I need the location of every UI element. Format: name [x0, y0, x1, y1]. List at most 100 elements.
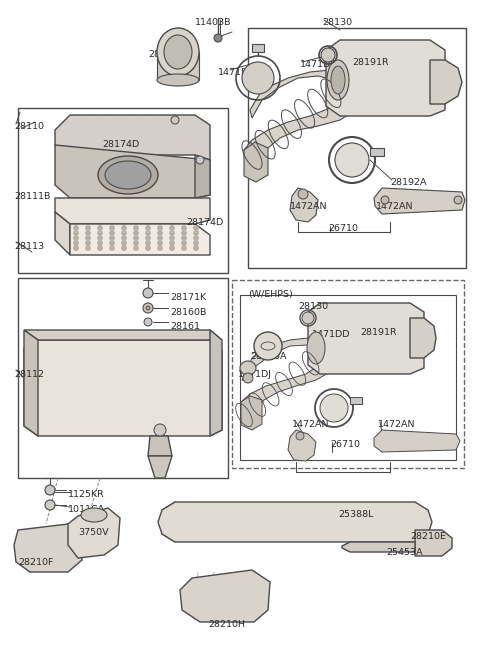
- Text: 28210H: 28210H: [208, 620, 245, 629]
- Polygon shape: [70, 224, 210, 255]
- Circle shape: [74, 226, 78, 230]
- Text: 1125KR: 1125KR: [68, 490, 105, 499]
- Circle shape: [146, 246, 150, 250]
- Polygon shape: [68, 508, 120, 558]
- Circle shape: [154, 424, 166, 436]
- Text: 28113: 28113: [14, 242, 44, 251]
- Text: 1471DD: 1471DD: [312, 330, 350, 339]
- Text: 1472AN: 1472AN: [376, 202, 413, 211]
- Circle shape: [298, 189, 308, 199]
- Circle shape: [98, 226, 102, 230]
- Polygon shape: [430, 60, 462, 104]
- Circle shape: [194, 241, 198, 245]
- Bar: [252, 44, 264, 52]
- Ellipse shape: [242, 62, 274, 94]
- Text: 28161: 28161: [170, 322, 200, 331]
- Circle shape: [122, 246, 126, 250]
- Bar: [240, 295, 456, 460]
- Polygon shape: [55, 198, 210, 224]
- Bar: [232, 280, 464, 468]
- Circle shape: [86, 231, 90, 235]
- Bar: [248, 28, 466, 268]
- Text: 28174D: 28174D: [102, 140, 139, 149]
- Circle shape: [146, 241, 150, 245]
- Circle shape: [134, 226, 138, 230]
- Circle shape: [182, 246, 186, 250]
- Circle shape: [110, 226, 114, 230]
- Circle shape: [122, 226, 126, 230]
- Circle shape: [143, 288, 153, 298]
- Text: 28111B: 28111B: [14, 192, 50, 201]
- Text: 1472AN: 1472AN: [292, 420, 329, 429]
- Circle shape: [86, 236, 90, 240]
- Polygon shape: [342, 542, 415, 552]
- Polygon shape: [148, 456, 172, 478]
- Circle shape: [110, 241, 114, 245]
- Circle shape: [110, 236, 114, 240]
- Circle shape: [158, 231, 162, 235]
- Bar: [370, 148, 384, 156]
- Polygon shape: [374, 188, 465, 214]
- Text: 3750V: 3750V: [78, 528, 108, 537]
- Circle shape: [243, 373, 253, 383]
- Circle shape: [146, 306, 150, 310]
- Circle shape: [134, 241, 138, 245]
- Text: 28164: 28164: [148, 50, 178, 59]
- Circle shape: [381, 196, 389, 204]
- Circle shape: [254, 332, 282, 360]
- Bar: [350, 397, 362, 404]
- Circle shape: [196, 156, 204, 164]
- Circle shape: [122, 236, 126, 240]
- Circle shape: [170, 236, 174, 240]
- Circle shape: [170, 241, 174, 245]
- Ellipse shape: [307, 332, 325, 364]
- Circle shape: [98, 246, 102, 250]
- Ellipse shape: [240, 361, 256, 375]
- Circle shape: [74, 231, 78, 235]
- Polygon shape: [180, 570, 270, 622]
- Circle shape: [182, 241, 186, 245]
- Circle shape: [74, 241, 78, 245]
- Text: 28192A: 28192A: [390, 178, 427, 187]
- Polygon shape: [290, 188, 318, 222]
- Circle shape: [302, 312, 314, 324]
- Circle shape: [134, 246, 138, 250]
- Circle shape: [170, 231, 174, 235]
- Polygon shape: [326, 40, 445, 116]
- Polygon shape: [210, 330, 222, 436]
- Circle shape: [214, 34, 222, 42]
- Polygon shape: [55, 115, 210, 160]
- Polygon shape: [158, 502, 432, 542]
- Circle shape: [146, 226, 150, 230]
- Polygon shape: [24, 340, 222, 436]
- Circle shape: [182, 231, 186, 235]
- Circle shape: [454, 196, 462, 204]
- Polygon shape: [415, 530, 452, 556]
- Text: 28160B: 28160B: [170, 308, 206, 317]
- Text: 28210F: 28210F: [18, 558, 53, 567]
- Ellipse shape: [331, 66, 345, 94]
- Circle shape: [98, 231, 102, 235]
- Circle shape: [170, 246, 174, 250]
- Polygon shape: [241, 396, 262, 430]
- Circle shape: [158, 246, 162, 250]
- Circle shape: [98, 241, 102, 245]
- Polygon shape: [288, 430, 316, 461]
- Text: 28174D: 28174D: [186, 218, 223, 227]
- Circle shape: [146, 231, 150, 235]
- Ellipse shape: [327, 60, 349, 100]
- Polygon shape: [410, 318, 436, 358]
- Circle shape: [158, 241, 162, 245]
- Circle shape: [146, 236, 150, 240]
- Text: 26710: 26710: [330, 440, 360, 449]
- Circle shape: [182, 226, 186, 230]
- Text: 25453A: 25453A: [386, 548, 422, 557]
- Polygon shape: [55, 145, 210, 198]
- Circle shape: [194, 246, 198, 250]
- Circle shape: [143, 303, 153, 313]
- Circle shape: [144, 318, 152, 326]
- Bar: [157, 52, 199, 80]
- Polygon shape: [24, 330, 222, 340]
- Circle shape: [194, 236, 198, 240]
- Circle shape: [74, 236, 78, 240]
